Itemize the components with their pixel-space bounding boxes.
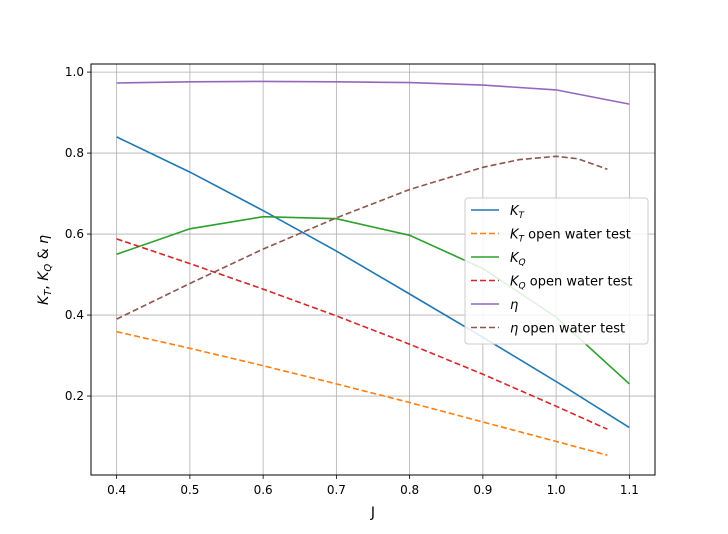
x-axis-ticks: 0.4 0.5 0.6 0.7 0.8 0.9 1.0 1.1	[107, 475, 639, 497]
x-tick-label: 0.6	[254, 483, 273, 497]
x-tick-label: 1.1	[620, 483, 639, 497]
y-tick-label: 0.8	[65, 146, 84, 160]
legend-label-4: η	[510, 298, 518, 313]
series-line-1	[116, 330, 608, 456]
y-tick-label: 0.6	[65, 227, 84, 241]
y-tick-label: 0.4	[65, 308, 84, 322]
x-tick-label: 0.7	[327, 483, 346, 497]
x-tick-label: 0.8	[400, 483, 419, 497]
y-axis-label: KT​, KQ​ & η	[36, 235, 54, 305]
x-tick-label: 1.0	[547, 483, 566, 497]
x-axis-label: J	[370, 505, 375, 521]
legend-label-2: KQ​	[510, 251, 526, 268]
legend-box	[464, 197, 649, 345]
legend: KT​ KT​ open water test KQ​ KQ​ open water …	[464, 197, 649, 345]
legend-label-1: KT​ open water test	[510, 228, 631, 245]
legend-label-3: KQ​ open water test	[510, 275, 632, 292]
series-layer	[116, 80, 630, 456]
legend-label-5: η open water test	[510, 322, 625, 337]
plot-frame	[90, 63, 656, 476]
legend-label-0: KT​	[510, 204, 526, 221]
y-tick-label: 0.2	[65, 389, 84, 403]
series-line-5	[116, 155, 608, 320]
y-axis-ticks: 0.2 0.4 0.6 0.8 1.0	[65, 65, 91, 403]
x-tick-label: 0.5	[180, 483, 199, 497]
x-tick-label: 0.4	[107, 483, 126, 497]
y-tick-label: 1.0	[65, 65, 84, 79]
series-line-0	[116, 136, 630, 429]
x-tick-label: 0.9	[473, 483, 492, 497]
series-line-3	[116, 238, 608, 430]
series-line-4	[116, 80, 630, 105]
